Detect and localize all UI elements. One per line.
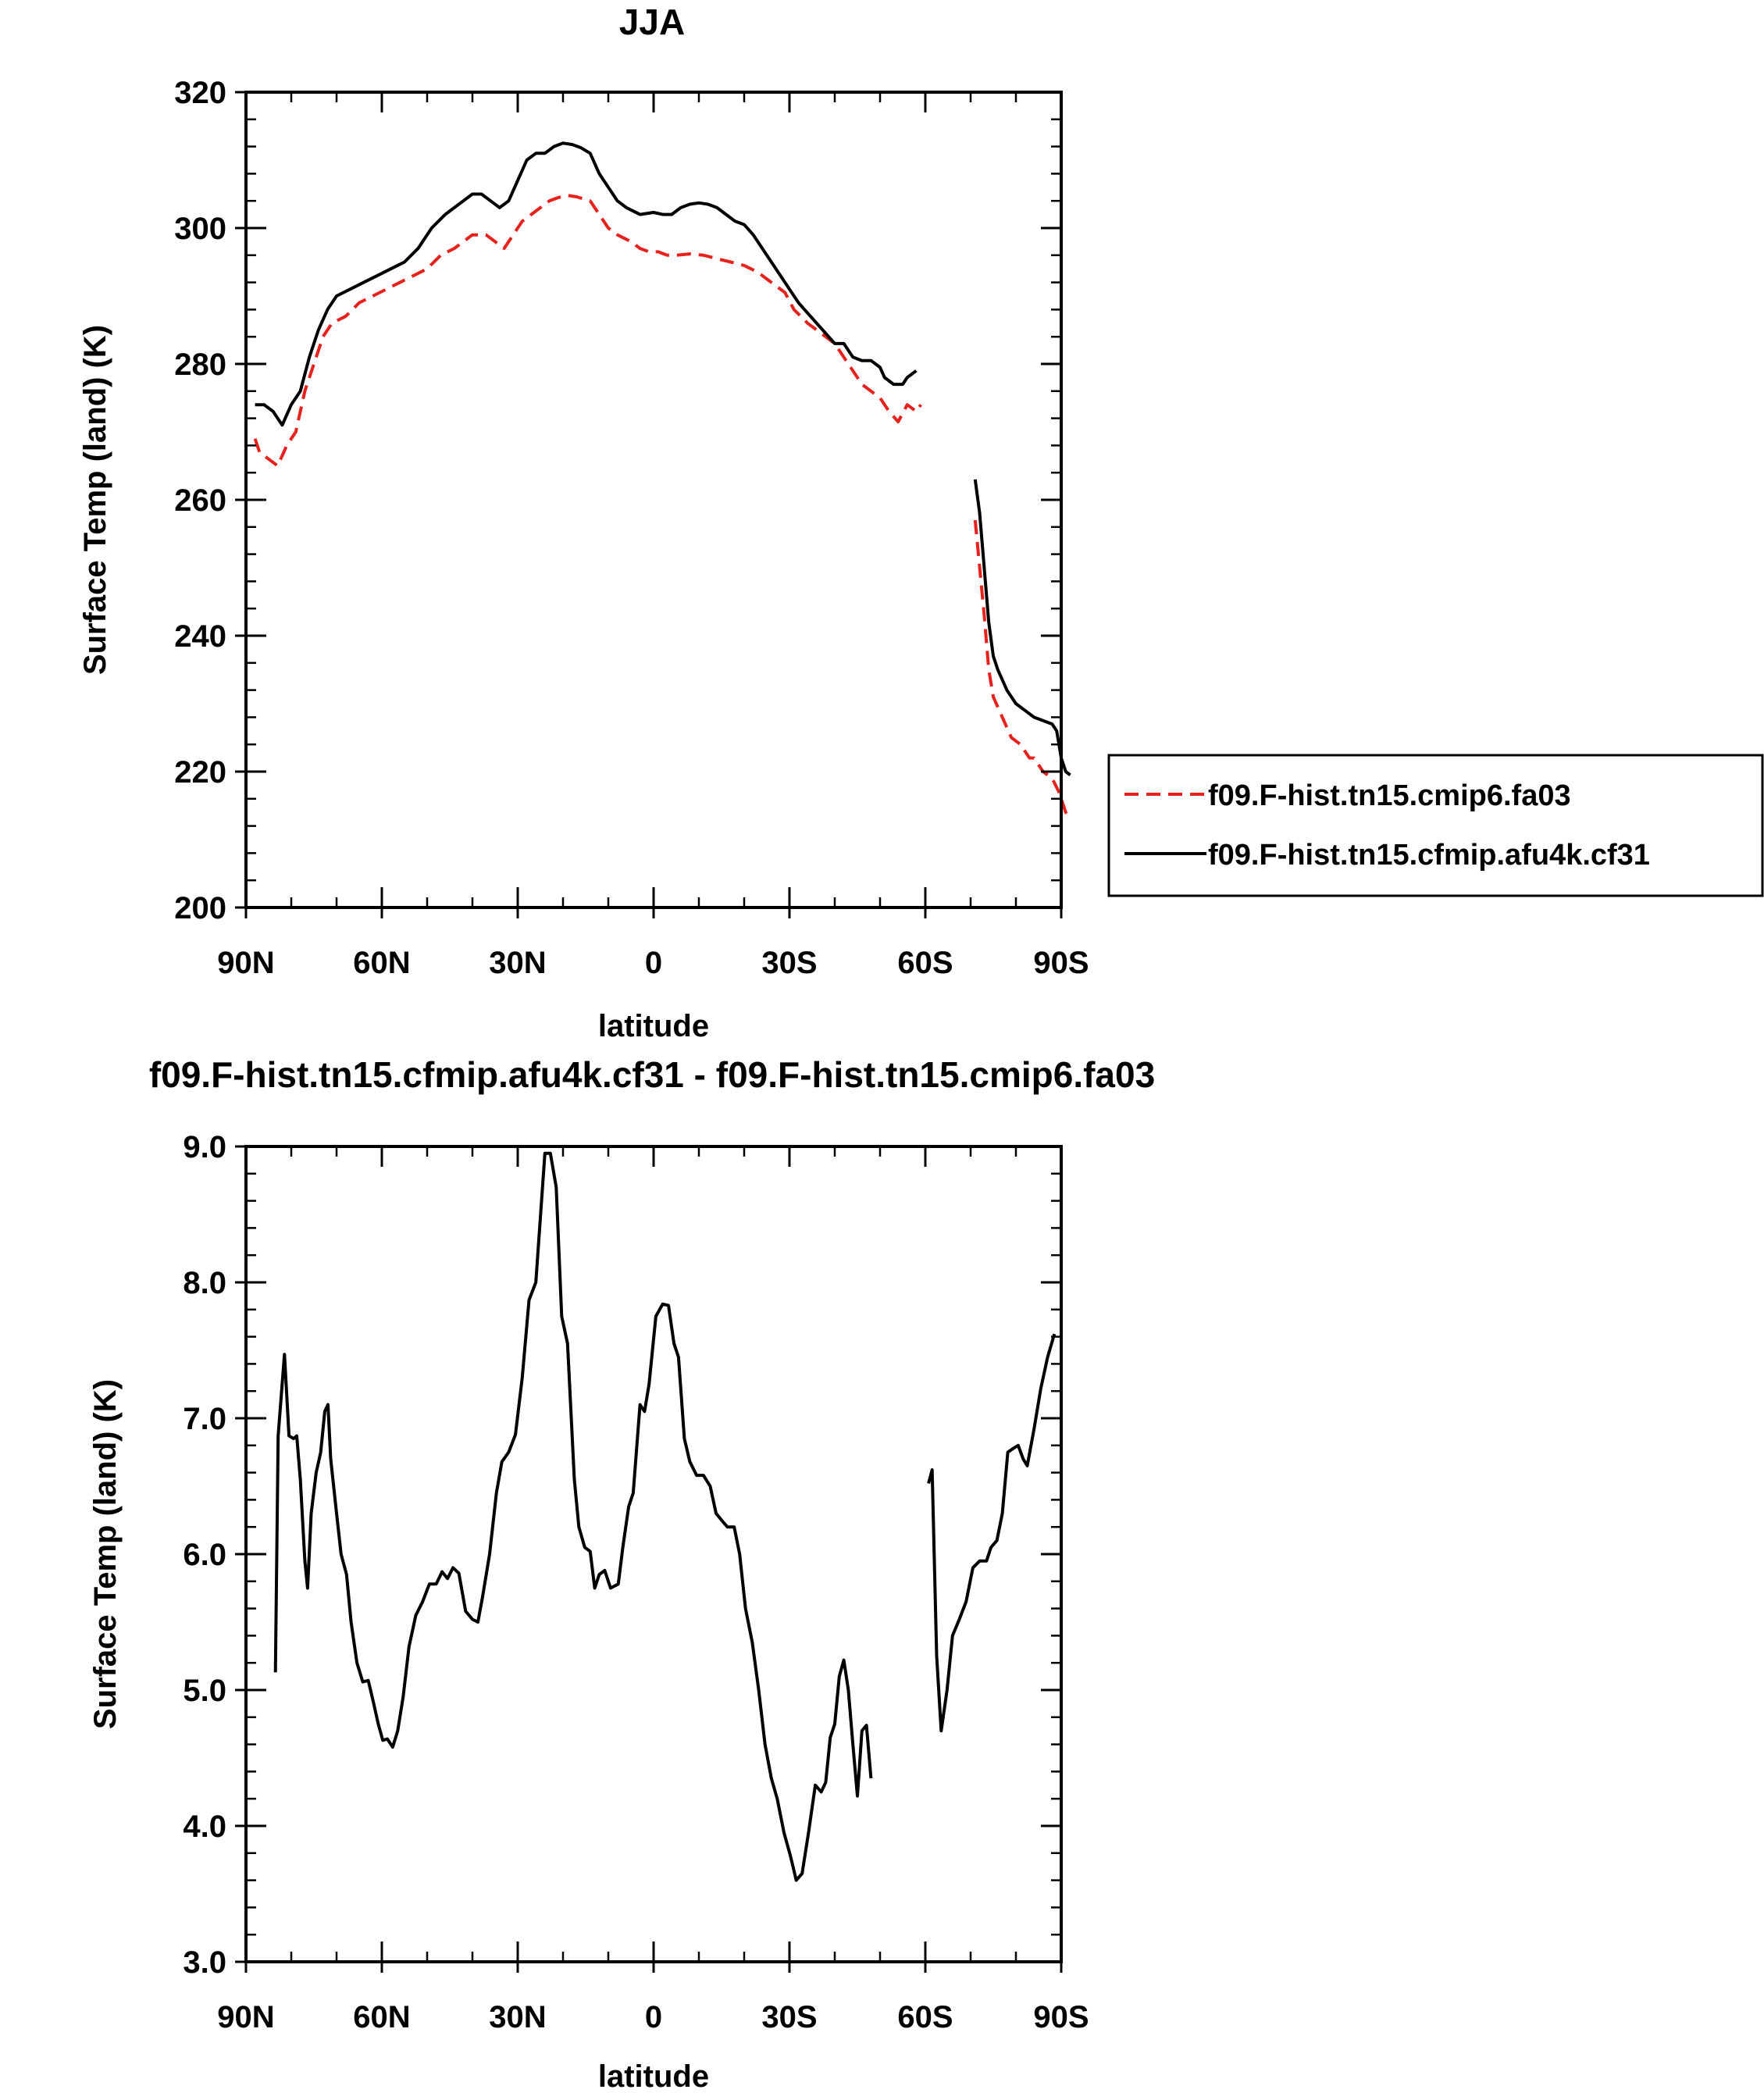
top-y-tick-label: 280 <box>174 348 226 382</box>
bottom-x-tick-label: 90N <box>217 2000 274 2034</box>
bottom-y-tick-label: 7.0 <box>183 1402 226 1436</box>
top-plot-frame <box>244 91 1063 909</box>
top-chart-title: JJA <box>619 2 685 42</box>
bottom-x-tick-label: 60S <box>897 2000 953 2034</box>
top-x-axis-label: latitude <box>598 1009 709 1043</box>
bottom-x-tick-label: 30N <box>489 2000 546 2034</box>
bottom-x-tick-label: 0 <box>645 2000 662 2034</box>
bottom-series-line-1-segment-1 <box>273 1151 873 1882</box>
top-y-tick-label: 200 <box>174 891 226 925</box>
legend-box <box>1107 754 1764 897</box>
top-y-tick-label: 240 <box>174 619 226 654</box>
top-x-tick-label: 90S <box>1033 946 1089 980</box>
top-y-tick-label: 300 <box>174 212 226 246</box>
top-series-line-2-segment-2 <box>973 479 1071 776</box>
top-series-line-1-segment-1 <box>253 194 922 468</box>
top-y-tick-label: 220 <box>174 755 226 790</box>
top-y-axis-label: Surface Temp (land) (K) <box>78 325 112 675</box>
top-y-tick-label: 320 <box>174 76 226 110</box>
top-series-line-2-segment-1 <box>255 141 918 427</box>
bottom-y-tick-label: 6.0 <box>183 1538 226 1572</box>
bottom-y-tick-label: 3.0 <box>183 1945 226 1980</box>
top-x-tick-label: 30S <box>761 946 817 980</box>
bottom-plot-frame <box>244 1145 1063 1963</box>
top-chart: JJA 90N 60N 30N 0 30S 60S 90S 200 220 240 260 280 30… <box>78 2 1764 1043</box>
bottom-x-axis-label: latitude <box>598 2059 709 2093</box>
bottom-y-axis-label: Surface Temp (land) (K) <box>88 1379 123 1729</box>
top-x-tick-label: 90N <box>217 946 274 980</box>
legend-label-cfmip: f09.F-hist.tn15.cfmip.afu4k.cf31 <box>1208 839 1650 872</box>
legend-label-cmip6: f09.F-hist.tn15.cmip6.fa03 <box>1208 779 1571 812</box>
bottom-y-tick-label: 5.0 <box>183 1674 226 1708</box>
top-x-tick-label: 0 <box>645 946 662 980</box>
bottom-y-tick-label: 9.0 <box>183 1130 226 1164</box>
top-series-line-1-segment-2 <box>973 519 1072 821</box>
bottom-chart: f09.F-hist.tn15.cfmip.afu4k.cf31 - f09.F… <box>88 1054 1155 2093</box>
bottom-y-tick-label: 4.0 <box>183 1810 226 1844</box>
bottom-x-tick-label: 30S <box>761 2000 817 2034</box>
bottom-x-tick-label: 90S <box>1033 2000 1089 2034</box>
bottom-y-tick-label: 8.0 <box>183 1266 226 1300</box>
top-x-tick-label: 60N <box>353 946 410 980</box>
top-x-tick-label: 30N <box>489 946 546 980</box>
bottom-x-tick-label: 60N <box>353 2000 410 2034</box>
bottom-chart-title: f09.F-hist.tn15.cfmip.afu4k.cf31 - f09.F… <box>149 1054 1155 1095</box>
top-y-tick-label: 260 <box>174 483 226 518</box>
top-x-tick-label: 60S <box>897 946 953 980</box>
top-legend: f09.F-hist.tn15.cmip6.fa03 f09.F-hist.tn… <box>1107 754 1764 897</box>
bottom-series-line-1-segment-2 <box>927 1333 1057 1733</box>
